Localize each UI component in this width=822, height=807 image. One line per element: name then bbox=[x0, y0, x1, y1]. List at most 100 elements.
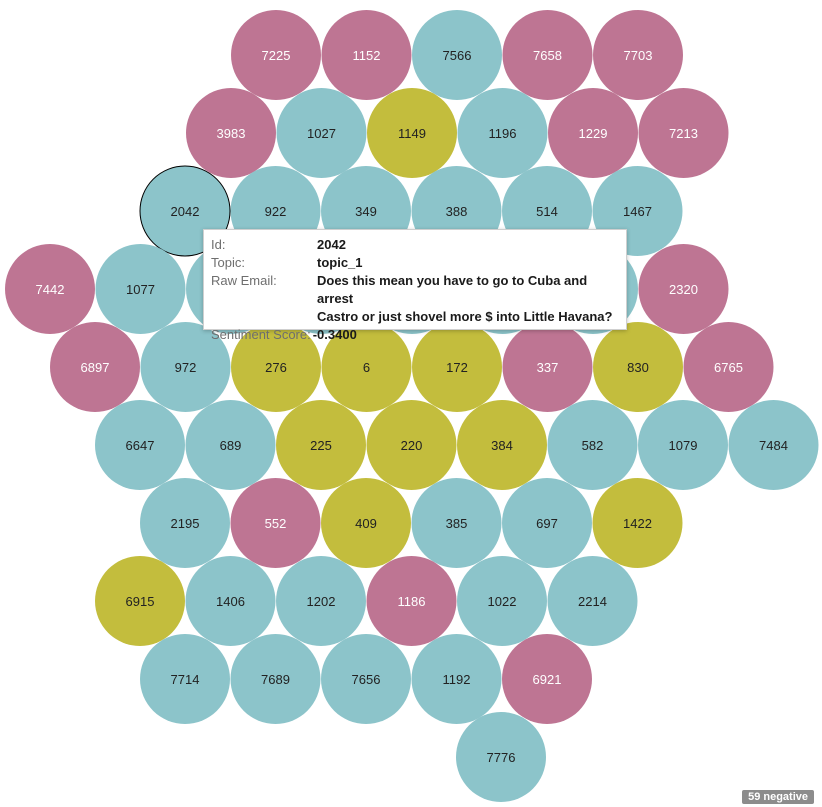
tooltip-email-label: Raw Email: bbox=[211, 273, 277, 288]
bubble-1196[interactable] bbox=[457, 88, 548, 178]
bubble-582[interactable] bbox=[547, 400, 638, 490]
bubble-label-2195: 2195 bbox=[171, 516, 200, 531]
bubble-1077[interactable] bbox=[95, 244, 186, 334]
bubble-label-6915: 6915 bbox=[126, 594, 155, 609]
bubble-225[interactable] bbox=[276, 400, 366, 490]
bubble-220[interactable] bbox=[366, 400, 457, 490]
bubble-label-1467: 1467 bbox=[623, 204, 652, 219]
bubble-label-7225: 7225 bbox=[262, 48, 291, 63]
bubble-label-384: 384 bbox=[491, 438, 513, 453]
bubble-7484[interactable] bbox=[728, 400, 819, 490]
bubble-label-922: 922 bbox=[265, 204, 287, 219]
bubble-label-1422: 1422 bbox=[623, 516, 652, 531]
bubble-label-225: 225 bbox=[310, 438, 332, 453]
bubble-3983[interactable] bbox=[186, 88, 276, 178]
bubble-label-1079: 1079 bbox=[669, 438, 698, 453]
tooltip-topic-row: Topic: topic_1 bbox=[211, 254, 618, 272]
bubble-1027[interactable] bbox=[276, 88, 367, 178]
bubble-6915[interactable] bbox=[95, 556, 185, 646]
bubble-label-388: 388 bbox=[446, 204, 468, 219]
status-badge: 59 negative bbox=[742, 790, 814, 804]
bubble-1406[interactable] bbox=[185, 556, 276, 646]
bubble-1229[interactable] bbox=[548, 88, 638, 178]
bubble-2195[interactable] bbox=[140, 478, 230, 568]
bubble-552[interactable] bbox=[230, 478, 321, 568]
tooltip-topic-value: topic_1 bbox=[317, 255, 363, 270]
bubble-1149[interactable] bbox=[367, 88, 457, 178]
bubble-7566[interactable] bbox=[412, 10, 502, 100]
bubble-6765[interactable] bbox=[683, 322, 774, 412]
tooltip-id-value: 2042 bbox=[317, 237, 346, 252]
bubble-label-6: 6 bbox=[363, 360, 370, 375]
bubble-7656[interactable] bbox=[321, 634, 411, 724]
bubble-label-972: 972 bbox=[175, 360, 197, 375]
tooltip-score-label: Sentiment Score: bbox=[211, 327, 311, 342]
bubble-label-2320: 2320 bbox=[669, 282, 698, 297]
bubble-7776[interactable] bbox=[456, 712, 546, 802]
bubble-1079[interactable] bbox=[638, 400, 728, 490]
bubble-384[interactable] bbox=[457, 400, 547, 490]
bubble-1422[interactable] bbox=[592, 478, 683, 568]
bubble-label-7442: 7442 bbox=[36, 282, 65, 297]
bubble-6[interactable] bbox=[321, 322, 412, 412]
bubble-label-7658: 7658 bbox=[533, 48, 562, 63]
bubble-label-7656: 7656 bbox=[352, 672, 381, 687]
bubble-label-1406: 1406 bbox=[216, 594, 245, 609]
bubble-label-2214: 2214 bbox=[578, 594, 607, 609]
bubble-6647[interactable] bbox=[95, 400, 185, 490]
bubble-6897[interactable] bbox=[50, 322, 140, 412]
bubble-label-7703: 7703 bbox=[624, 48, 653, 63]
bubble-1022[interactable] bbox=[457, 556, 547, 646]
bubble-972[interactable] bbox=[140, 322, 231, 412]
bubble-7213[interactable] bbox=[638, 88, 729, 178]
bubble-385[interactable] bbox=[411, 478, 502, 568]
tooltip-score-row: Sentiment Score: -0.3400 bbox=[211, 326, 618, 344]
bubble-1202[interactable] bbox=[276, 556, 366, 646]
bubble-label-582: 582 bbox=[582, 438, 604, 453]
bubble-label-689: 689 bbox=[220, 438, 242, 453]
bubble-1152[interactable] bbox=[321, 10, 412, 100]
bubble-label-7213: 7213 bbox=[669, 126, 698, 141]
bubble-276[interactable] bbox=[231, 322, 321, 412]
bubble-label-3983: 3983 bbox=[217, 126, 246, 141]
bubble-label-1149: 1149 bbox=[398, 126, 426, 141]
bubble-label-7776: 7776 bbox=[487, 750, 516, 765]
bubble-7442[interactable] bbox=[5, 244, 95, 334]
bubble-7225[interactable] bbox=[231, 10, 321, 100]
bubble-label-220: 220 bbox=[401, 438, 423, 453]
bubble-2214[interactable] bbox=[547, 556, 638, 646]
bubble-label-1077: 1077 bbox=[126, 282, 155, 297]
bubble-1186[interactable] bbox=[366, 556, 457, 646]
tooltip-topic-label: Topic: bbox=[211, 255, 245, 270]
bubble-label-1027: 1027 bbox=[307, 126, 336, 141]
bubble-1192[interactable] bbox=[411, 634, 502, 724]
bubble-label-7714: 7714 bbox=[171, 672, 200, 687]
bubble-label-830: 830 bbox=[627, 360, 649, 375]
bubble-7714[interactable] bbox=[140, 634, 230, 724]
bubble-label-7566: 7566 bbox=[443, 48, 472, 63]
bubble-337[interactable] bbox=[502, 322, 593, 412]
bubble-label-514: 514 bbox=[536, 204, 558, 219]
bubble-7658[interactable] bbox=[502, 10, 593, 100]
bubble-label-552: 552 bbox=[265, 516, 287, 531]
bubble-7703[interactable] bbox=[593, 10, 683, 100]
bubble-830[interactable] bbox=[593, 322, 683, 412]
bubble-409[interactable] bbox=[321, 478, 411, 568]
bubble-label-2042: 2042 bbox=[171, 204, 200, 219]
bubble-label-1196: 1196 bbox=[489, 126, 517, 141]
bubble-tooltip: Id: 2042 Topic: topic_1 Raw Email: Does … bbox=[203, 229, 627, 342]
bubble-689[interactable] bbox=[185, 400, 276, 490]
bubble-label-1192: 1192 bbox=[443, 672, 471, 687]
bubble-label-349: 349 bbox=[355, 204, 377, 219]
bubble-172[interactable] bbox=[412, 322, 502, 412]
bubble-label-6765: 6765 bbox=[714, 360, 743, 375]
bubble-label-1022: 1022 bbox=[488, 594, 517, 609]
bubble-6921[interactable] bbox=[502, 634, 592, 724]
bubble-label-1229: 1229 bbox=[579, 126, 608, 141]
bubble-697[interactable] bbox=[502, 478, 592, 568]
bubble-label-7689: 7689 bbox=[261, 672, 290, 687]
bubble-7689[interactable] bbox=[230, 634, 321, 724]
bubble-2320[interactable] bbox=[638, 244, 729, 334]
bubble-label-6921: 6921 bbox=[533, 672, 562, 687]
